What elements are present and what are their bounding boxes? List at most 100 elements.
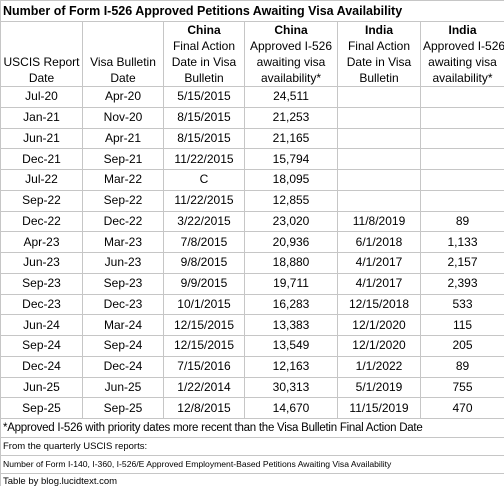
header-line: USCIS Report bbox=[3, 55, 80, 69]
empty-cell bbox=[419, 169, 504, 191]
header-line: Visa Bulletin bbox=[90, 55, 156, 69]
cell: 9/8/2015 bbox=[163, 252, 245, 274]
header-line: availability* bbox=[432, 71, 493, 85]
cell: 1/22/2014 bbox=[163, 376, 245, 399]
data-row: Sep-24 Sep-24 12/15/2015 13,549 12/1/2020 205 bbox=[0, 335, 504, 357]
cell: C bbox=[163, 169, 245, 191]
data-row: Dec-23 Dec-23 10/1/2015 16,283 12/15/2018 533 bbox=[0, 293, 504, 316]
empty-cell bbox=[337, 127, 421, 150]
cell: 2,393 bbox=[419, 272, 504, 295]
empty-cell bbox=[419, 127, 504, 150]
cell: 23,020 bbox=[244, 210, 338, 233]
cell: Nov-20 bbox=[82, 106, 164, 129]
cell: 20,936 bbox=[244, 231, 338, 253]
column-header: Visa Bulletin Date bbox=[82, 21, 164, 87]
cell: 755 bbox=[419, 376, 504, 399]
country-label: China bbox=[274, 23, 308, 37]
cell: Jun-25 bbox=[0, 376, 83, 399]
header-line: awaiting visa bbox=[256, 55, 326, 69]
cell: Dec-23 bbox=[82, 293, 164, 316]
footer-row: Number of Form I-140, I-360, I-526/E App… bbox=[0, 455, 504, 474]
data-row: Jan-21 Nov-20 8/15/2015 21,253 bbox=[0, 106, 504, 129]
cell: 8/15/2015 bbox=[163, 106, 245, 129]
source-intro: From the quarterly USCIS reports: bbox=[0, 437, 504, 456]
cell: 115 bbox=[419, 314, 504, 336]
cell: 8/15/2015 bbox=[163, 127, 245, 150]
country-label: China bbox=[187, 23, 221, 37]
header-line: Approved I-526 bbox=[249, 39, 333, 53]
data-row: Sep-22 Sep-22 11/22/2015 12,855 bbox=[0, 189, 504, 212]
credit: Table by blog.lucidtext.com bbox=[0, 473, 504, 486]
cell: 21,253 bbox=[244, 106, 338, 129]
cell: Jun-21 bbox=[0, 127, 83, 150]
header-line: Date in Visa bbox=[171, 55, 237, 69]
empty-cell bbox=[337, 189, 421, 212]
cell: Sep-21 bbox=[82, 148, 164, 170]
empty-cell bbox=[419, 189, 504, 212]
cell: Dec-22 bbox=[82, 210, 164, 233]
cell: Dec-24 bbox=[82, 355, 164, 378]
cell: Mar-22 bbox=[82, 169, 164, 191]
cell: Sep-25 bbox=[82, 397, 164, 419]
cell: 12/1/2020 bbox=[337, 314, 421, 336]
cell: 5/1/2019 bbox=[337, 376, 421, 399]
cell: 19,711 bbox=[244, 272, 338, 295]
cell: Sep-22 bbox=[0, 189, 83, 212]
cell: Dec-21 bbox=[0, 148, 83, 170]
footer-row: Table by blog.lucidtext.com bbox=[0, 473, 504, 486]
country-label: India bbox=[364, 23, 393, 37]
empty-cell bbox=[337, 86, 421, 108]
cell: Jun-23 bbox=[0, 252, 83, 274]
cell: 205 bbox=[419, 335, 504, 357]
cell: 12/1/2020 bbox=[337, 335, 421, 357]
cell: 12/8/2015 bbox=[163, 397, 245, 419]
cell: 9/9/2015 bbox=[163, 272, 245, 295]
cell: Jul-22 bbox=[0, 169, 83, 191]
column-header: USCIS Report Date bbox=[0, 21, 83, 87]
cell: Mar-24 bbox=[82, 314, 164, 336]
header-line: Date bbox=[28, 71, 55, 85]
empty-cell bbox=[419, 148, 504, 170]
cell: 12,163 bbox=[244, 355, 338, 378]
title-row: Number of Form I-526 Approved Petitions … bbox=[0, 0, 504, 22]
data-row: Apr-23 Mar-23 7/8/2015 20,936 6/1/2018 1,133 bbox=[0, 231, 504, 253]
cell: Jun-23 bbox=[82, 252, 164, 274]
data-row: Jul-22 Mar-22 C 18,095 bbox=[0, 169, 504, 191]
cell: 12/15/2015 bbox=[163, 335, 245, 357]
data-row: Dec-22 Dec-22 3/22/2015 23,020 11/8/2019 89 bbox=[0, 210, 504, 233]
cell: Sep-25 bbox=[0, 397, 83, 419]
header-line: Final Action bbox=[172, 39, 236, 53]
header-line: Final Action bbox=[347, 39, 411, 53]
cell: 89 bbox=[419, 210, 504, 233]
cell: 3/22/2015 bbox=[163, 210, 245, 233]
data-row: Sep-25 Sep-25 12/8/2015 14,670 11/15/2019 470 bbox=[0, 397, 504, 419]
cell: 2,157 bbox=[419, 252, 504, 274]
empty-cell bbox=[419, 86, 504, 108]
header-line: Bulletin bbox=[359, 71, 399, 85]
column-header: India Approved I-526 awaiting visa availabi… bbox=[419, 21, 504, 87]
cell: 11/22/2015 bbox=[163, 148, 245, 170]
cell: Dec-23 bbox=[0, 293, 83, 316]
data-row: Dec-24 Dec-24 7/15/2016 12,163 1/1/2022 89 bbox=[0, 355, 504, 378]
cell: 533 bbox=[419, 293, 504, 316]
cell: Jul-20 bbox=[0, 86, 83, 108]
cell: 12/15/2015 bbox=[163, 314, 245, 336]
empty-cell bbox=[337, 106, 421, 129]
table-title: Number of Form I-526 Approved Petitions … bbox=[0, 0, 504, 22]
header-line: Approved I-526 bbox=[423, 39, 504, 53]
cell: Sep-22 bbox=[82, 189, 164, 212]
cell: 11/15/2019 bbox=[337, 397, 421, 419]
source-title: Number of Form I-140, I-360, I-526/E App… bbox=[0, 455, 504, 474]
cell: 18,880 bbox=[244, 252, 338, 274]
cell: Dec-24 bbox=[0, 355, 83, 378]
header-line: Date bbox=[110, 71, 136, 85]
data-row: Jul-20 Apr-20 5/15/2015 24,511 bbox=[0, 86, 504, 108]
cell: 470 bbox=[419, 397, 504, 419]
header-row: USCIS Report Date Visa Bulletin Date China Fi… bbox=[0, 21, 504, 87]
cell: 21,165 bbox=[244, 127, 338, 150]
empty-cell bbox=[419, 106, 504, 129]
cell: Sep-23 bbox=[0, 272, 83, 295]
header-line: Date in Visa bbox=[346, 55, 412, 69]
